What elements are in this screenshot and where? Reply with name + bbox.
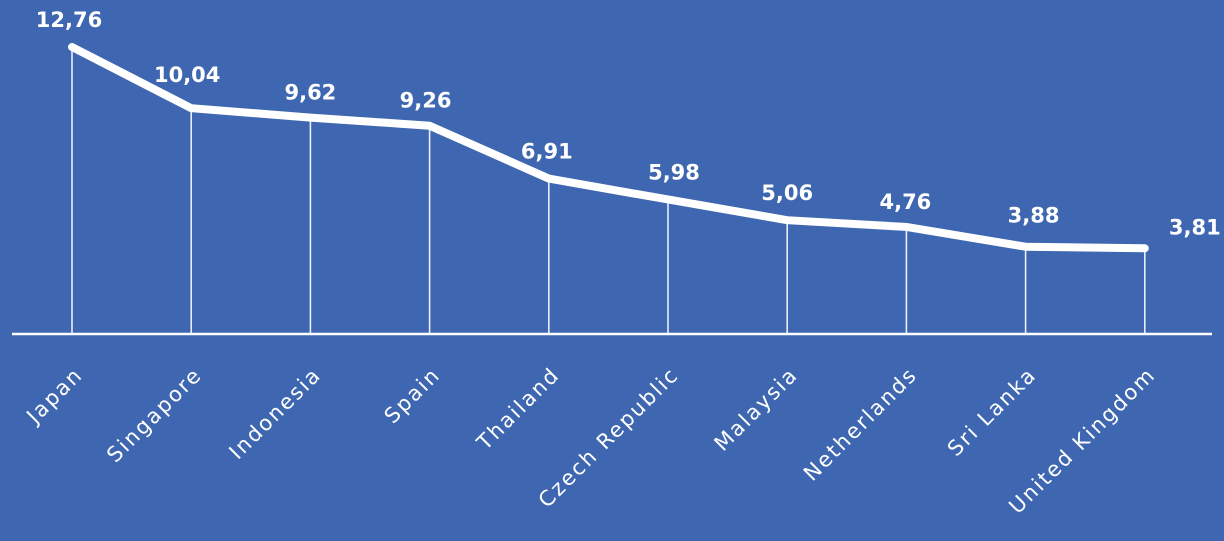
data-label: 5,06 xyxy=(761,181,813,205)
category-label: Singapore xyxy=(102,363,207,468)
data-label: 9,26 xyxy=(400,89,452,113)
drop-lines xyxy=(71,47,1146,334)
data-label: 3,81 xyxy=(1169,215,1221,239)
data-label: 6,91 xyxy=(521,140,573,164)
series-line xyxy=(68,43,1149,253)
data-label: 10,04 xyxy=(154,63,220,87)
data-label: 3,88 xyxy=(1008,204,1060,228)
category-label: Indonesia xyxy=(224,363,326,465)
category-label: Malaysia xyxy=(710,363,803,456)
category-label: Japan xyxy=(21,363,88,430)
data-label: 9,62 xyxy=(284,81,336,105)
category-label: Sri Lanka xyxy=(943,363,1041,461)
category-label: Thailand xyxy=(472,363,565,456)
data-label: 4,76 xyxy=(879,190,931,214)
data-label: 12,76 xyxy=(36,8,102,32)
data-labels: 12,76 10,04 9,62 9,26 6,91 5,98 5,06 4,76 3,88 3,… xyxy=(36,8,1221,239)
category-label: Spain xyxy=(380,363,446,429)
data-label: 5,98 xyxy=(648,160,700,184)
category-labels: Japan Singapore Indonesia Spain ThailandCzec… xyxy=(21,363,1161,519)
category-label: Netherlands xyxy=(799,363,922,486)
